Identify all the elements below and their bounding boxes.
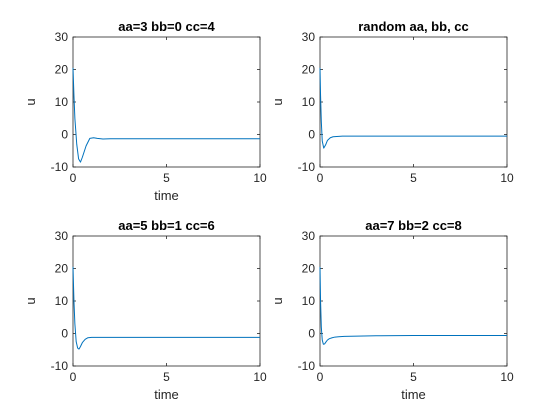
y-axis-label: u xyxy=(23,98,38,105)
x-tick-label: 0 xyxy=(70,370,77,384)
x-tick-label: 0 xyxy=(70,171,77,185)
y-tick-label: 30 xyxy=(302,229,316,243)
y-axis-label: u xyxy=(23,297,38,304)
series-line xyxy=(72,67,260,163)
y-tick-label: 10 xyxy=(302,95,316,109)
y-tick-label: 30 xyxy=(55,30,69,44)
y-tick-label: -10 xyxy=(298,359,316,373)
y-tick-label: -10 xyxy=(298,160,316,174)
y-tick-label: 20 xyxy=(302,63,316,77)
x-axis-label: time xyxy=(154,387,179,402)
plot-area-box xyxy=(72,36,261,168)
chart-title: random aa, bb, cc xyxy=(358,19,469,34)
x-tick-label: 5 xyxy=(163,171,170,185)
y-tick-label: 20 xyxy=(55,262,69,276)
y-tick-label: 30 xyxy=(55,229,69,243)
chart-title: aa=3 bb=0 cc=4 xyxy=(118,19,215,34)
y-tick-label: 0 xyxy=(61,327,68,341)
x-tick-label: 5 xyxy=(410,370,417,384)
x-axis-label: time xyxy=(401,387,426,402)
x-tick-label: 0 xyxy=(317,171,324,185)
x-tick-label: 10 xyxy=(253,370,267,384)
x-tick-label: 5 xyxy=(163,370,170,384)
x-tick-label: 10 xyxy=(500,370,514,384)
x-tick-label: 10 xyxy=(253,171,267,185)
chart-title: aa=5 bb=1 cc=6 xyxy=(118,218,215,233)
series-line xyxy=(319,67,507,149)
y-tick-label: 20 xyxy=(302,262,316,276)
y-axis-label: u xyxy=(270,297,285,304)
plot-area-box xyxy=(319,36,508,168)
x-tick-label: 10 xyxy=(500,171,514,185)
y-tick-label: 0 xyxy=(308,327,315,341)
chart-title: aa=7 bb=2 cc=8 xyxy=(365,218,462,233)
y-axis-label: u xyxy=(270,98,285,105)
y-tick-label: 10 xyxy=(302,294,316,308)
plot-area-box xyxy=(72,235,261,367)
series-line xyxy=(72,266,260,350)
x-axis-label: time xyxy=(154,188,179,203)
y-tick-label: 20 xyxy=(55,63,69,77)
plot-area-box xyxy=(319,235,508,367)
y-tick-label: -10 xyxy=(51,160,69,174)
y-tick-label: 10 xyxy=(55,95,69,109)
y-tick-label: 0 xyxy=(61,128,68,142)
x-tick-label: 0 xyxy=(317,370,324,384)
y-tick-label: 0 xyxy=(308,128,315,142)
series-line xyxy=(319,266,507,345)
y-tick-label: -10 xyxy=(51,359,69,373)
y-tick-label: 30 xyxy=(302,30,316,44)
x-tick-label: 5 xyxy=(410,171,417,185)
y-tick-label: 10 xyxy=(55,294,69,308)
